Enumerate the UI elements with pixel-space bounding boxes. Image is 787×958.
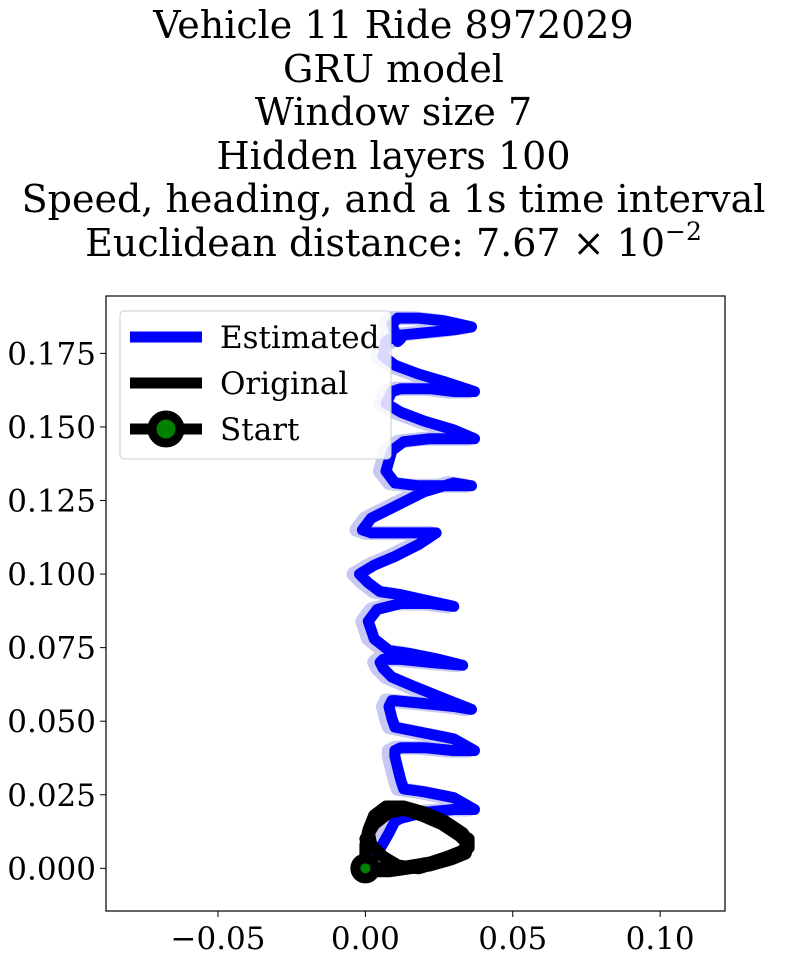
chart-title: Vehicle 11 Ride 8972029 GRU model Window… — [0, 3, 787, 266]
y-tick-label: 0.175 — [7, 336, 96, 372]
x-tick-label: −0.05 — [171, 921, 266, 957]
metric-prefix: Euclidean distance: — [85, 220, 476, 265]
x-tick-label: 0.10 — [626, 921, 695, 957]
title-line-model: GRU model — [283, 46, 504, 91]
metric-mantissa: 7.67 — [476, 220, 561, 265]
y-tick-label: 0.150 — [7, 410, 96, 446]
y-tick-label: 0.100 — [7, 557, 96, 593]
y-tick-label: 0.000 — [7, 851, 96, 887]
title-line-metric: Euclidean distance: 7.67 × 10−2 — [0, 219, 787, 266]
y-tick-label: 0.025 — [7, 778, 96, 814]
metric-exponent: −2 — [665, 216, 702, 246]
legend-label-original: Original — [220, 366, 348, 402]
y-tick-label: 0.050 — [7, 704, 96, 740]
legend-label-estimated: Estimated — [220, 320, 379, 356]
metric-times: × — [572, 220, 605, 265]
axes-frame — [105, 295, 726, 912]
series-layer — [346, 311, 480, 884]
start-marker — [350, 853, 381, 884]
y-tick-label: 0.075 — [7, 631, 96, 667]
x-tick-label: 0.00 — [331, 921, 400, 957]
metric-base: 10 — [616, 220, 665, 265]
legend-label-start: Start — [220, 412, 300, 448]
title-line-vehicle: Vehicle 11 Ride 8972029 — [153, 3, 634, 47]
title-line-window: Window size 7 — [254, 90, 533, 134]
y-tick-label: 0.125 — [7, 484, 96, 520]
x-tick-label: 0.05 — [478, 921, 547, 957]
y-axis-ticks: 0.000 0.025 0.050 0.075 0.100 0.125 0.150 0.175 — [7, 336, 106, 887]
legend-swatch-start-marker — [147, 410, 185, 448]
legend-box — [119, 310, 392, 460]
legend: Estimated Original Start — [119, 310, 392, 460]
title-line-hidden: Hidden layers 100 — [216, 133, 571, 178]
x-axis-ticks: −0.05 0.00 0.05 0.10 — [171, 911, 695, 957]
estimated-line — [354, 312, 480, 874]
title-line-features: Speed, heading, and a 1s time interval — [21, 177, 766, 221]
original-line — [359, 800, 475, 878]
